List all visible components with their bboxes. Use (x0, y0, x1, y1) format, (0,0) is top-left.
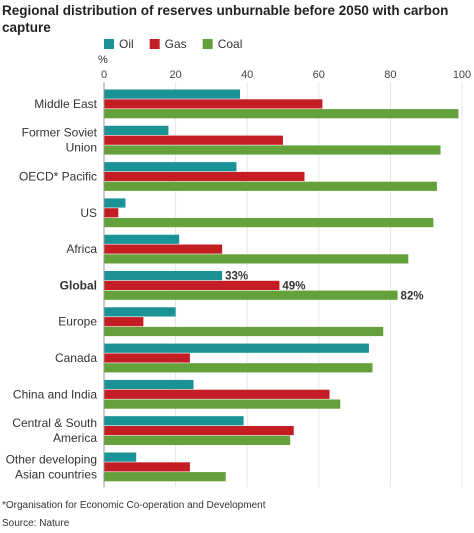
tick-label-20: 20 (169, 69, 181, 81)
data-label-oil: 33% (225, 271, 248, 283)
category-label-7: Canada (55, 351, 97, 365)
bar-oil-5 (104, 271, 223, 281)
tick-label-60: 60 (313, 69, 325, 81)
bar-coal-0 (104, 109, 459, 119)
footnote: *Organisation for Economic Co-operation … (2, 500, 266, 511)
bar-oil-6 (104, 307, 176, 317)
bar-oil-1 (104, 125, 169, 135)
bar-coal-4 (104, 254, 409, 264)
data-label-coal: 82% (401, 290, 424, 302)
category-label-1: Former Soviet (22, 126, 98, 140)
bar-coal-3 (104, 218, 434, 228)
bar-gas-7 (104, 353, 190, 363)
bar-gas-5 (104, 280, 280, 290)
chart-title: Regional distribution of reserves unburn… (2, 3, 449, 35)
bar-gas-8 (104, 389, 330, 399)
category-label-5: Global (60, 278, 97, 292)
bar-gas-2 (104, 171, 305, 182)
category-label-0: Middle East (34, 97, 97, 111)
tick-label-0: 0 (101, 69, 107, 81)
bar-coal-7 (104, 363, 373, 373)
bar-gas-1 (104, 135, 283, 145)
bar-oil-7 (104, 343, 369, 353)
legend-label-gas: Gas (165, 37, 187, 51)
tick-label-100: 100 (453, 69, 471, 81)
bar-oil-10 (104, 452, 137, 462)
bar-gas-9 (104, 426, 294, 436)
bar-oil-0 (104, 89, 241, 99)
bar-coal-5 (104, 290, 398, 300)
legend-label-coal: Coal (218, 37, 243, 51)
category-label-6: Europe (58, 315, 97, 329)
category-label-3: US (80, 206, 97, 220)
bar-oil-9 (104, 416, 244, 426)
bar-gas-0 (104, 99, 323, 109)
tick-label-40: 40 (241, 69, 253, 81)
legend-swatch-oil (104, 39, 114, 49)
legend-label-oil: Oil (119, 37, 134, 51)
category-label-10: Other developing (6, 452, 97, 466)
bar-coal-2 (104, 181, 437, 191)
bar-gas-10 (104, 462, 190, 472)
unit-label: % (98, 54, 108, 66)
bar-gas-3 (104, 208, 119, 218)
category-label-1-line2: Union (66, 141, 97, 155)
legend-swatch-gas (149, 39, 160, 49)
category-label-9: Central & South (12, 416, 97, 430)
bar-chart: Oil Gas Coal% 0 20 40 60 80 100 Middle East Former… (6, 37, 471, 488)
bar-oil-8 (104, 379, 194, 390)
bar-coal-10 (104, 472, 226, 482)
category-label-8: China and India (13, 387, 97, 401)
bar-gas-6 (104, 317, 144, 327)
source-note: Source: Nature (2, 518, 70, 529)
bar-gas-4 (104, 244, 223, 254)
category-label-2: OECD* Pacific (19, 170, 97, 184)
bar-coal-6 (104, 326, 384, 337)
bar-oil-3 (104, 198, 126, 208)
bar-coal-1 (104, 145, 441, 155)
category-label-10-line2: Asian countries (15, 467, 97, 481)
bar-coal-9 (104, 435, 291, 445)
bar-oil-4 (104, 234, 180, 244)
category-label-9-line2: America (53, 431, 97, 445)
legend-swatch-coal (202, 39, 213, 49)
data-label-gas: 49% (282, 281, 305, 293)
bar-oil-2 (104, 162, 237, 172)
category-label-4: Africa (66, 242, 97, 256)
tick-label-80: 80 (384, 69, 396, 81)
bar-coal-8 (104, 399, 341, 409)
